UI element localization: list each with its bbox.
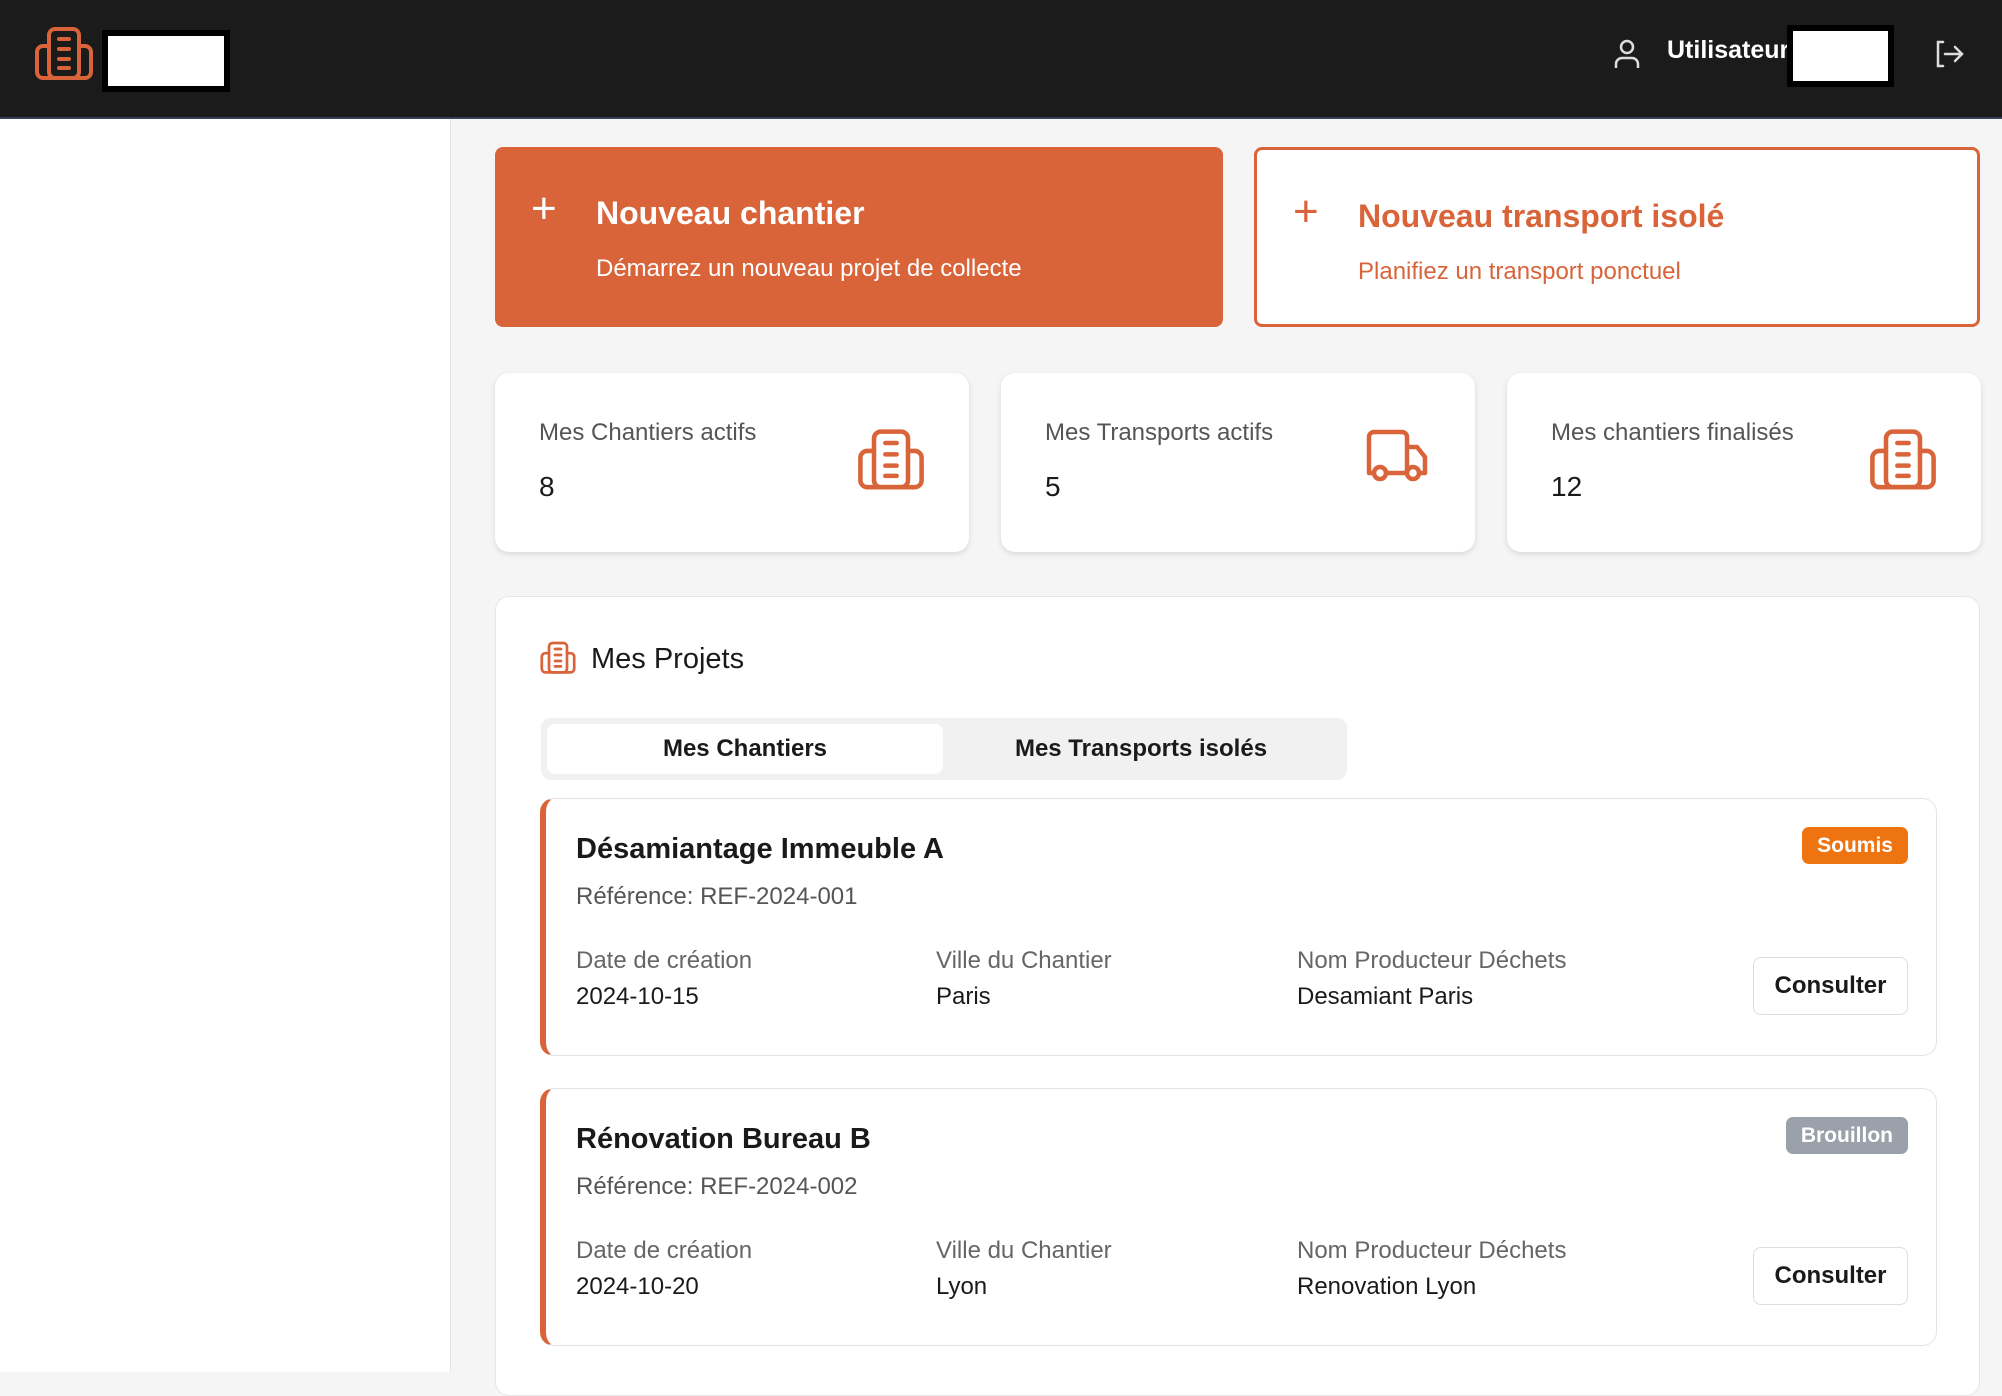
city-value: Lyon (936, 1273, 988, 1300)
date-label: Date de création (576, 947, 753, 974)
building-icon (540, 641, 576, 674)
stat-value: 5 (1045, 471, 1061, 502)
tab-mes-transports[interactable]: Mes Transports isolés (1014, 735, 1268, 762)
project-name: Rénovation Bureau B (576, 1123, 871, 1155)
status-badge: Soumis (1802, 827, 1908, 864)
city-value: Paris (936, 983, 991, 1010)
plus-icon: + (531, 184, 557, 233)
projects-title: Mes Projets (591, 643, 745, 675)
stat-label: Mes chantiers finalisés (1551, 419, 1794, 446)
city-label: Ville du Chantier (936, 1237, 1112, 1264)
new-chantier-title: Nouveau chantier (596, 195, 865, 231)
new-transport-subtitle: Planifiez un transport ponctuel (1358, 258, 1681, 285)
status-badge: Brouillon (1785, 1117, 1908, 1154)
producer-value: Renovation Lyon (1297, 1273, 1477, 1300)
new-chantier-subtitle: Démarrez un nouveau projet de collecte (596, 255, 1022, 282)
user-icon (1614, 39, 1640, 68)
consulter-button[interactable]: Consulter (1753, 957, 1908, 1015)
date-value: 2024-10-15 (576, 983, 699, 1010)
new-transport-button[interactable]: + Nouveau transport isolé Planifiez un t… (1254, 147, 1980, 327)
project-reference: Référence: REF-2024-002 (576, 1173, 858, 1200)
redacted-username (1787, 25, 1894, 87)
new-transport-title: Nouveau transport isolé (1358, 198, 1725, 234)
stat-value: 8 (539, 471, 555, 502)
building-logo-icon (35, 27, 93, 80)
building-icon (858, 429, 924, 490)
producer-label: Nom Producteur Déchets (1297, 1237, 1567, 1264)
stat-label: Mes Chantiers actifs (539, 419, 757, 446)
stat-value: 12 (1551, 471, 1583, 502)
stat-label: Mes Transports actifs (1045, 419, 1274, 446)
producer-label: Nom Producteur Déchets (1297, 947, 1567, 974)
top-header: Utilisateur (0, 0, 2002, 119)
new-chantier-button[interactable]: + Nouveau chantier Démarrez un nouveau p… (495, 147, 1223, 327)
redacted-app-name (102, 30, 230, 92)
project-card: Rénovation Bureau B Référence: REF-2024-… (540, 1088, 1937, 1346)
user-label: Utilisateur (1667, 36, 1790, 64)
projects-panel: Mes Projets Mes Chantiers Mes Transports… (495, 596, 1980, 1396)
date-label: Date de création (576, 1237, 753, 1264)
city-label: Ville du Chantier (936, 947, 1112, 974)
consulter-button[interactable]: Consulter (1753, 1247, 1908, 1305)
truck-icon (1366, 429, 1428, 482)
project-name: Désamiantage Immeuble A (576, 833, 944, 865)
stat-card-active-transports: Mes Transports actifs 5 (1001, 373, 1475, 552)
sidebar (0, 119, 451, 1372)
stat-card-active-chantiers: Mes Chantiers actifs 8 (495, 373, 969, 552)
stat-card-finished-chantiers: Mes chantiers finalisés 12 (1507, 373, 1981, 552)
plus-icon: + (1293, 187, 1319, 236)
project-card: Désamiantage Immeuble A Référence: REF-2… (540, 798, 1937, 1056)
building-icon (1870, 429, 1936, 490)
tab-mes-chantiers[interactable]: Mes Chantiers (547, 724, 943, 774)
projects-tabs: Mes Chantiers Mes Transports isolés (541, 718, 1347, 780)
producer-value: Desamiant Paris (1297, 983, 1474, 1010)
project-reference: Référence: REF-2024-001 (576, 883, 858, 910)
logout-icon[interactable] (1933, 38, 1965, 70)
date-value: 2024-10-20 (576, 1273, 699, 1300)
